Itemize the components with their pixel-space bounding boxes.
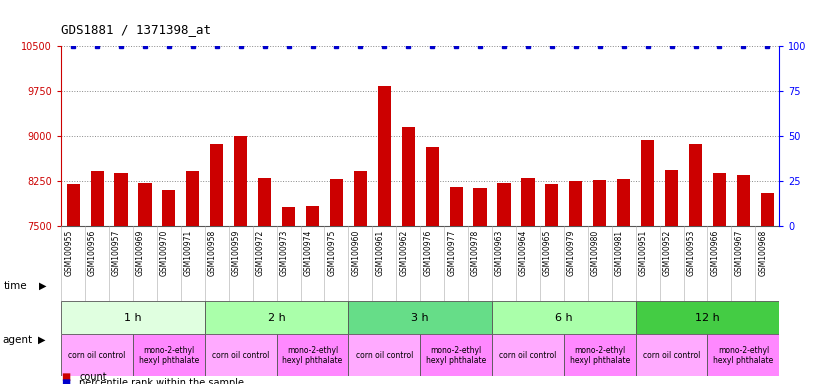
Bar xyxy=(114,173,127,226)
Bar xyxy=(186,171,199,226)
Bar xyxy=(641,140,654,226)
Bar xyxy=(617,179,630,226)
Bar xyxy=(91,171,104,226)
Text: GSM100964: GSM100964 xyxy=(519,230,528,276)
Text: GSM100978: GSM100978 xyxy=(471,230,480,276)
Text: GSM100960: GSM100960 xyxy=(352,230,361,276)
Text: GSM100971: GSM100971 xyxy=(184,230,193,276)
Bar xyxy=(545,184,558,226)
Text: GSM100969: GSM100969 xyxy=(136,230,145,276)
Bar xyxy=(139,183,152,226)
Bar xyxy=(401,127,415,226)
Bar xyxy=(211,144,224,226)
Bar xyxy=(521,177,534,226)
Text: corn oil control: corn oil control xyxy=(212,351,269,360)
Text: ■: ■ xyxy=(61,378,70,384)
Text: ▶: ▶ xyxy=(38,335,45,345)
Text: GSM100965: GSM100965 xyxy=(543,230,552,276)
Text: GSM100972: GSM100972 xyxy=(255,230,264,276)
Text: GDS1881 / 1371398_at: GDS1881 / 1371398_at xyxy=(61,23,211,36)
Text: GSM100952: GSM100952 xyxy=(663,230,672,276)
Bar xyxy=(162,190,175,226)
Text: GSM100973: GSM100973 xyxy=(280,230,289,276)
Text: GSM100959: GSM100959 xyxy=(232,230,241,276)
Bar xyxy=(492,301,636,334)
Text: percentile rank within the sample: percentile rank within the sample xyxy=(79,378,244,384)
Bar xyxy=(306,206,319,226)
Text: 6 h: 6 h xyxy=(555,313,573,323)
Text: 2 h: 2 h xyxy=(268,313,286,323)
Bar xyxy=(277,334,348,376)
Text: mono-2-ethyl
hexyl phthalate: mono-2-ethyl hexyl phthalate xyxy=(713,346,774,365)
Bar xyxy=(67,184,80,226)
Bar xyxy=(426,147,439,226)
Text: GSM100966: GSM100966 xyxy=(711,230,720,276)
Bar xyxy=(636,334,707,376)
Bar xyxy=(450,187,463,226)
Bar xyxy=(330,179,343,226)
Text: GSM100958: GSM100958 xyxy=(208,230,217,276)
Text: GSM100979: GSM100979 xyxy=(567,230,576,276)
Text: ▶: ▶ xyxy=(39,281,47,291)
Text: GSM100976: GSM100976 xyxy=(424,230,432,276)
Bar xyxy=(378,86,391,226)
Text: GSM100951: GSM100951 xyxy=(639,230,648,276)
Text: GSM100981: GSM100981 xyxy=(614,230,623,276)
Bar xyxy=(354,171,367,226)
Bar xyxy=(61,301,205,334)
Text: corn oil control: corn oil control xyxy=(69,351,126,360)
Text: GSM100977: GSM100977 xyxy=(447,230,456,276)
Bar xyxy=(234,136,247,226)
Text: GSM100956: GSM100956 xyxy=(88,230,97,276)
Bar xyxy=(761,193,774,226)
Text: GSM100974: GSM100974 xyxy=(304,230,313,276)
Text: corn oil control: corn oil control xyxy=(356,351,413,360)
Text: ■: ■ xyxy=(61,372,70,382)
Bar xyxy=(665,170,678,226)
Text: GSM100967: GSM100967 xyxy=(734,230,743,276)
Text: 12 h: 12 h xyxy=(695,313,720,323)
Text: GSM100962: GSM100962 xyxy=(399,230,408,276)
Bar xyxy=(420,334,492,376)
Bar xyxy=(473,189,486,226)
Text: GSM100970: GSM100970 xyxy=(160,230,169,276)
Bar xyxy=(564,334,636,376)
Bar xyxy=(498,183,511,226)
Text: 3 h: 3 h xyxy=(411,313,429,323)
Bar xyxy=(61,334,133,376)
Bar xyxy=(348,334,420,376)
Text: mono-2-ethyl
hexyl phthalate: mono-2-ethyl hexyl phthalate xyxy=(139,346,199,365)
Text: time: time xyxy=(4,281,28,291)
Bar xyxy=(636,301,779,334)
Text: agent: agent xyxy=(2,335,33,345)
Bar xyxy=(593,180,606,226)
Text: GSM100961: GSM100961 xyxy=(375,230,384,276)
Text: corn oil control: corn oil control xyxy=(499,351,557,360)
Text: corn oil control: corn oil control xyxy=(643,351,700,360)
Text: GSM100963: GSM100963 xyxy=(495,230,504,276)
Bar xyxy=(737,175,750,226)
Bar xyxy=(205,334,277,376)
Bar xyxy=(707,334,779,376)
Bar xyxy=(348,301,492,334)
Bar xyxy=(205,301,348,334)
Text: mono-2-ethyl
hexyl phthalate: mono-2-ethyl hexyl phthalate xyxy=(570,346,630,365)
Text: mono-2-ethyl
hexyl phthalate: mono-2-ethyl hexyl phthalate xyxy=(282,346,343,365)
Bar xyxy=(570,181,583,226)
Bar xyxy=(713,173,726,226)
Text: mono-2-ethyl
hexyl phthalate: mono-2-ethyl hexyl phthalate xyxy=(426,346,486,365)
Text: GSM100975: GSM100975 xyxy=(327,230,336,276)
Text: 1 h: 1 h xyxy=(124,313,142,323)
Bar xyxy=(492,334,564,376)
Text: GSM100955: GSM100955 xyxy=(64,230,73,276)
Text: count: count xyxy=(79,372,107,382)
Text: GSM100980: GSM100980 xyxy=(591,230,600,276)
Bar xyxy=(258,178,271,226)
Bar xyxy=(689,144,702,226)
Bar xyxy=(133,334,205,376)
Text: GSM100968: GSM100968 xyxy=(758,230,767,276)
Text: GSM100957: GSM100957 xyxy=(112,230,121,276)
Bar xyxy=(282,207,295,226)
Text: GSM100953: GSM100953 xyxy=(686,230,695,276)
